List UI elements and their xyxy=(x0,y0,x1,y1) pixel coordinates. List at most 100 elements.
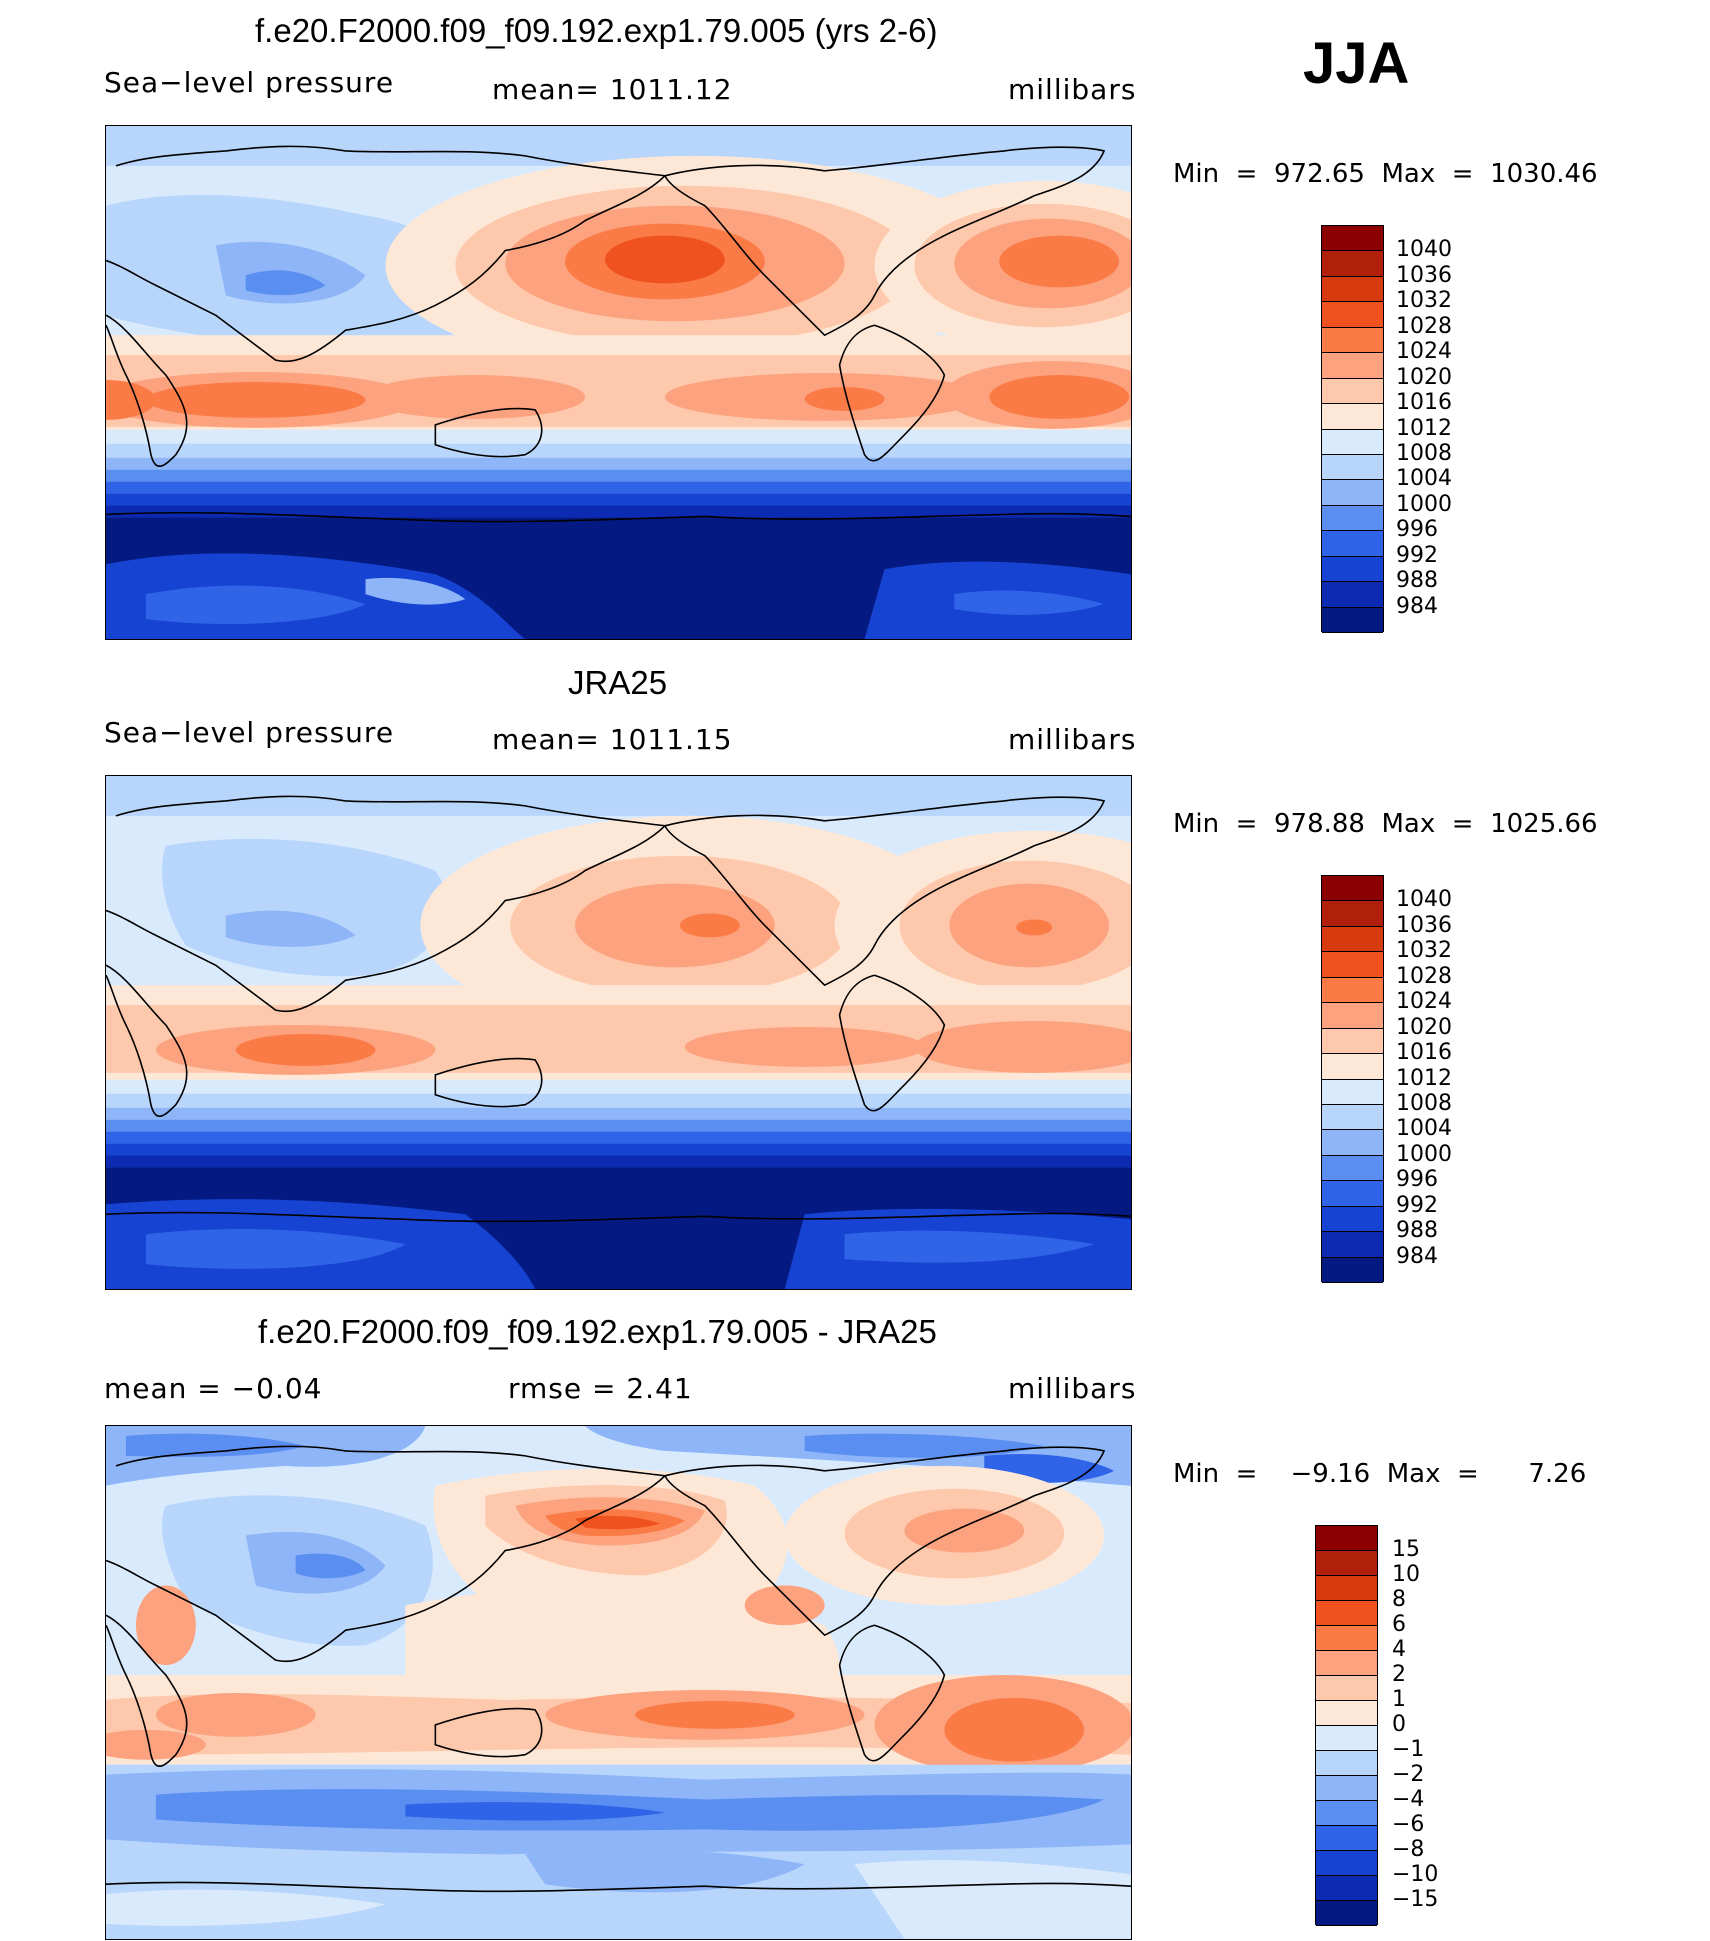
colorbar-level-label: 996 xyxy=(1396,517,1438,543)
panel3-units-label: millibars xyxy=(1008,1372,1137,1405)
panel2-mean-label: mean= 1011.15 xyxy=(492,723,733,756)
colorbar-level-label: 996 xyxy=(1396,1167,1438,1193)
colorbar-swatch xyxy=(1322,1232,1383,1258)
colorbar-level-label: 1024 xyxy=(1396,339,1452,365)
panel2-map xyxy=(105,775,1132,1290)
colorbar-swatch xyxy=(1316,1701,1377,1726)
colorbar-level-label: 1016 xyxy=(1396,1040,1452,1066)
panel3-minmax: Min = −9.16 Max = 7.26 xyxy=(1173,1459,1587,1489)
colorbar-swatch xyxy=(1322,952,1383,978)
colorbar-swatch xyxy=(1322,251,1383,277)
colorbar-level-label: 15 xyxy=(1392,1537,1420,1562)
colorbar-level-label: 1028 xyxy=(1396,963,1452,989)
colorbar-level-label: −4 xyxy=(1392,1787,1425,1812)
colorbar-level-label: 6 xyxy=(1392,1612,1406,1637)
colorbar-level-label: 1004 xyxy=(1396,466,1452,492)
colorbar-swatch xyxy=(1322,276,1383,303)
colorbar-level-label: 992 xyxy=(1396,1192,1438,1218)
colorbar-level-label: 1036 xyxy=(1396,262,1452,288)
colorbar-swatch xyxy=(1322,1104,1383,1131)
colorbar-swatch xyxy=(1322,1054,1383,1080)
colorbar-swatch xyxy=(1322,505,1383,532)
colorbar-swatch xyxy=(1316,1801,1377,1826)
colorbar-level-label: −6 xyxy=(1392,1812,1425,1837)
colorbar-swatch xyxy=(1316,1601,1377,1626)
colorbar-level-label: 1000 xyxy=(1396,491,1452,517)
panel3-colorbar xyxy=(1315,1525,1378,1926)
colorbar-swatch xyxy=(1316,1626,1377,1651)
colorbar-swatch xyxy=(1316,1551,1377,1576)
colorbar-swatch xyxy=(1322,378,1383,405)
colorbar-level-label: 1016 xyxy=(1396,390,1452,416)
colorbar-swatch xyxy=(1322,977,1383,1004)
colorbar-swatch xyxy=(1316,1651,1377,1676)
colorbar-level-label: 1008 xyxy=(1396,1090,1452,1116)
colorbar-swatch xyxy=(1322,327,1383,354)
colorbar-swatch xyxy=(1322,1155,1383,1182)
panel2-variable-label: Sea−level pressure xyxy=(104,716,395,749)
panel1-map xyxy=(105,125,1132,640)
colorbar-level-label: 1040 xyxy=(1396,887,1452,913)
colorbar-swatch xyxy=(1322,1257,1383,1283)
colorbar-level-label: 1040 xyxy=(1396,237,1452,263)
colorbar-level-label: −2 xyxy=(1392,1762,1425,1787)
colorbar-level-label: 1032 xyxy=(1396,938,1452,964)
colorbar-swatch xyxy=(1322,1206,1383,1233)
colorbar-swatch xyxy=(1322,926,1383,953)
colorbar-level-label: 992 xyxy=(1396,542,1438,568)
colorbar-swatch xyxy=(1316,1751,1377,1776)
colorbar-swatch xyxy=(1322,302,1383,328)
panel1-colorbar xyxy=(1321,225,1384,633)
colorbar-level-label: 4 xyxy=(1392,1637,1406,1662)
colorbar-swatch xyxy=(1322,454,1383,481)
colorbar-swatch xyxy=(1322,353,1383,379)
panel1-variable-label: Sea−level pressure xyxy=(104,66,395,99)
colorbar-swatch xyxy=(1322,1130,1383,1156)
colorbar-level-label: 10 xyxy=(1392,1562,1420,1587)
colorbar-swatch xyxy=(1322,1003,1383,1029)
colorbar-level-label: 1012 xyxy=(1396,1065,1452,1091)
colorbar-level-label: 2 xyxy=(1392,1662,1406,1687)
panel3-rmse-label: rmse = 2.41 xyxy=(508,1372,693,1405)
colorbar-swatch xyxy=(1322,1028,1383,1055)
colorbar-swatch xyxy=(1316,1851,1377,1876)
colorbar-level-label: 1028 xyxy=(1396,313,1452,339)
colorbar-level-label: 984 xyxy=(1396,593,1438,619)
colorbar-swatch xyxy=(1322,876,1383,902)
colorbar-swatch xyxy=(1322,404,1383,430)
colorbar-level-label: 0 xyxy=(1392,1712,1406,1737)
panel1-mean-label: mean= 1011.12 xyxy=(492,73,733,106)
colorbar-swatch xyxy=(1322,1181,1383,1207)
panel2-units-label: millibars xyxy=(1008,723,1137,756)
colorbar-level-label: −8 xyxy=(1392,1837,1425,1862)
colorbar-swatch xyxy=(1322,480,1383,506)
colorbar-swatch xyxy=(1322,429,1383,455)
season-label: JJA xyxy=(1303,31,1410,96)
colorbar-level-label: −15 xyxy=(1392,1887,1439,1912)
panel1-title: f.e20.F2000.f09_f09.192.exp1.79.005 (yrs… xyxy=(255,12,938,49)
colorbar-swatch xyxy=(1316,1826,1377,1851)
panel3-map xyxy=(105,1425,1132,1940)
colorbar-level-label: 988 xyxy=(1396,568,1438,594)
colorbar-swatch xyxy=(1322,582,1383,608)
panel2-minmax: Min = 978.88 Max = 1025.66 xyxy=(1173,809,1598,839)
colorbar-level-label: 1012 xyxy=(1396,415,1452,441)
colorbar-level-label: 1000 xyxy=(1396,1141,1452,1167)
colorbar-level-label: 1004 xyxy=(1396,1116,1452,1142)
colorbar-level-label: −10 xyxy=(1392,1862,1439,1887)
colorbar-level-label: 1032 xyxy=(1396,288,1452,314)
colorbar-swatch xyxy=(1322,607,1383,633)
panel2-colorbar xyxy=(1321,875,1384,1283)
colorbar-swatch xyxy=(1322,901,1383,927)
colorbar-level-label: 1024 xyxy=(1396,989,1452,1015)
colorbar-swatch xyxy=(1316,1776,1377,1801)
panel1-minmax: Min = 972.65 Max = 1030.46 xyxy=(1173,159,1598,189)
colorbar-swatch xyxy=(1316,1726,1377,1751)
colorbar-swatch xyxy=(1322,531,1383,557)
colorbar-swatch xyxy=(1316,1876,1377,1901)
colorbar-swatch xyxy=(1316,1526,1377,1551)
colorbar-swatch xyxy=(1322,1079,1383,1105)
colorbar-level-label: 1 xyxy=(1392,1687,1406,1712)
colorbar-level-label: 1008 xyxy=(1396,440,1452,466)
colorbar-level-label: 1036 xyxy=(1396,912,1452,938)
